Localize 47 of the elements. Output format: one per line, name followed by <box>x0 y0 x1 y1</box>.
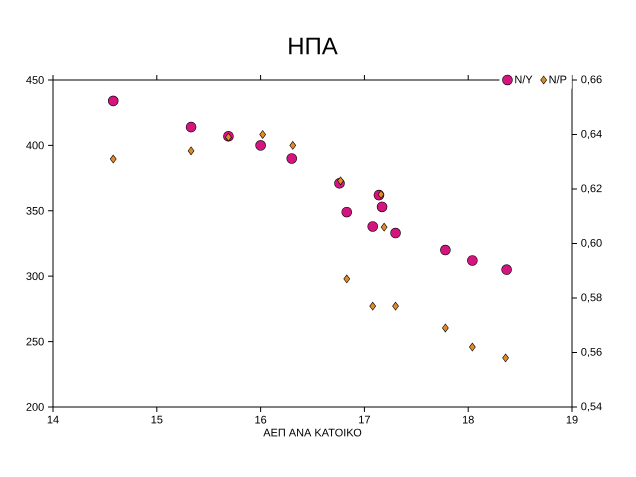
point <box>255 140 266 151</box>
y2-tick-label: 0,60 <box>581 238 602 248</box>
y-tick-label: 350 <box>26 206 44 215</box>
point <box>343 274 350 284</box>
point <box>367 221 378 232</box>
point <box>392 302 399 310</box>
point <box>502 354 509 362</box>
point <box>440 244 451 256</box>
point <box>369 302 376 310</box>
x-axis-title: ΑΕΠ ΑΝΑ ΚΑΤΟΙΚΟ <box>263 428 362 436</box>
point <box>501 264 512 275</box>
point <box>110 154 117 164</box>
y2-tick-label: 0,64 <box>581 130 602 140</box>
y2-tick-label: 0,54 <box>581 402 602 412</box>
legend-label: N/Y <box>515 75 532 84</box>
point <box>286 153 298 164</box>
x-tick-label: 15 <box>152 416 162 424</box>
point <box>290 141 296 150</box>
y2-tick-label: 0,62 <box>581 184 602 194</box>
point <box>259 130 266 139</box>
point <box>188 146 194 156</box>
point <box>467 255 478 266</box>
x-tick-label: 14 <box>48 416 59 424</box>
point <box>380 222 388 232</box>
point <box>469 342 476 352</box>
point <box>108 96 118 106</box>
x-tick-label: 18 <box>462 416 474 424</box>
y2-tick-label: 0,66 <box>581 75 602 85</box>
point <box>186 122 196 132</box>
y-tick-label: 400 <box>26 142 44 150</box>
point <box>378 190 384 199</box>
x-tick-label: 17 <box>359 416 370 424</box>
y-tick-label: 250 <box>26 338 44 346</box>
chart-title: ΗΠΑ <box>289 38 338 54</box>
x-tick-label: 19 <box>566 416 578 424</box>
point <box>442 324 449 332</box>
legend-label: N/P <box>550 75 566 84</box>
y2-tick-label: 0,56 <box>581 348 602 358</box>
y-tick-label: 450 <box>26 76 44 84</box>
y2-tick-label: 0,58 <box>581 293 602 303</box>
x-tick-label: 16 <box>255 416 266 424</box>
point <box>376 202 388 212</box>
y-tick-label: 200 <box>26 403 44 411</box>
point <box>337 176 344 186</box>
y-tick-label: 300 <box>26 272 44 280</box>
point <box>390 228 401 238</box>
point <box>341 206 352 218</box>
